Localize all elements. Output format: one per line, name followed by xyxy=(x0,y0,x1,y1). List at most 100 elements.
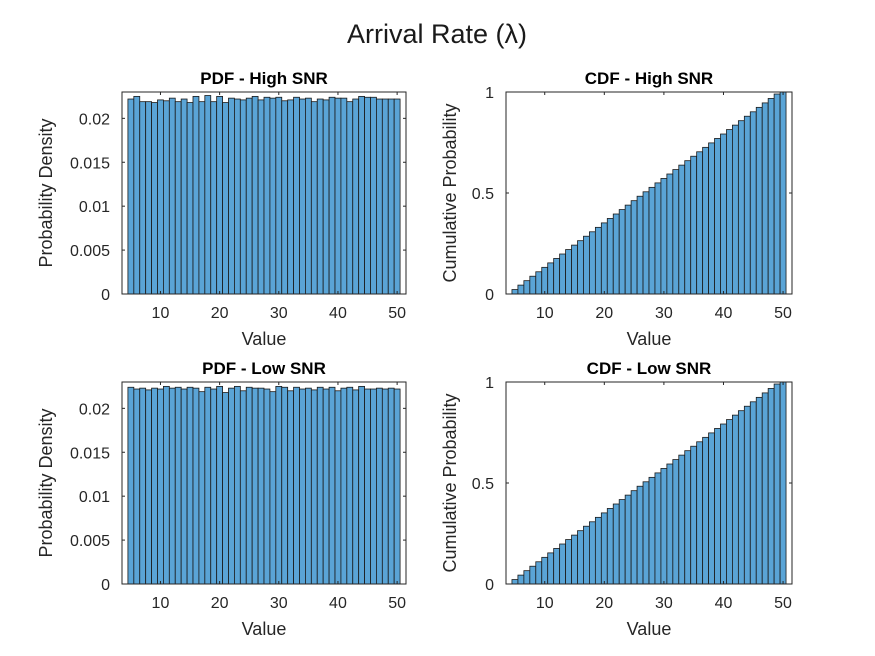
bar-pdf-low-39 xyxy=(328,386,336,585)
bar-pdf-low-45 xyxy=(364,388,371,585)
bar-cdf-high-7 xyxy=(523,280,531,295)
y-tick-label-pdf-high-0: 0 xyxy=(101,287,110,304)
bar-cdf-low-14 xyxy=(565,539,572,585)
bar-pdf-low-40 xyxy=(334,390,342,585)
bar-cdf-high-32 xyxy=(672,169,680,295)
y-tick-label-pdf-low-3: 0.015 xyxy=(70,445,110,462)
x-axis-label-pdf-low: Value xyxy=(242,619,287,639)
bar-pdf-low-21 xyxy=(222,392,229,585)
bar-pdf-high-36 xyxy=(310,101,318,295)
bar-cdf-low-38 xyxy=(708,432,715,585)
bar-cdf-low-34 xyxy=(684,450,692,585)
bar-cdf-high-41 xyxy=(726,129,733,295)
bar-pdf-low-30 xyxy=(275,385,283,585)
bar-cdf-low-45 xyxy=(749,401,757,585)
bar-pdf-high-26 xyxy=(251,95,259,295)
chart-cdf-high: 10 20 30 40 50 0 0.5 1 CDF - High SNR Value Cumula… xyxy=(440,69,793,349)
x-axis-label-cdf-high: Value xyxy=(627,329,672,349)
bar-cdf-high-43 xyxy=(737,120,745,295)
chart-pdf-high: 10 20 30 40 50 0 0.005 0.01 0.015 0.02 PDF - High … xyxy=(36,69,407,349)
bar-cdf-high-35 xyxy=(690,155,698,295)
x-tick-label-cdf-high-40: 40 xyxy=(715,305,733,322)
y-axis-label-cdf-low: Cumulative Probability xyxy=(440,393,460,572)
bar-pdf-low-29 xyxy=(269,391,277,585)
bar-pdf-low-17 xyxy=(198,391,206,585)
bar-pdf-low-5 xyxy=(127,386,135,585)
x-tick-label-pdf-high-20: 20 xyxy=(211,305,229,322)
bar-pdf-high-16 xyxy=(192,95,200,295)
axes-title-pdf-high: PDF - High SNR xyxy=(200,69,328,88)
bar-pdf-high-21 xyxy=(222,102,229,295)
bar-cdf-high-15 xyxy=(571,244,578,295)
bar-cdf-low-47 xyxy=(761,392,769,585)
y-tick-label-pdf-high-1: 0.005 xyxy=(70,243,110,260)
x-tick-label-pdf-low-10: 10 xyxy=(152,595,170,612)
bar-cdf-low-29 xyxy=(654,472,662,585)
bar-cdf-low-17 xyxy=(583,525,590,585)
bar-cdf-high-31 xyxy=(666,173,674,295)
bar-pdf-low-18 xyxy=(204,386,212,585)
bar-pdf-high-5 xyxy=(127,98,135,295)
bar-pdf-low-16 xyxy=(192,387,200,585)
bar-pdf-low-9 xyxy=(151,387,158,585)
bar-cdf-high-27 xyxy=(642,191,650,295)
bar-pdf-high-41 xyxy=(340,97,348,295)
bar-cdf-low-6 xyxy=(517,574,525,585)
bar-cdf-high-44 xyxy=(743,115,751,295)
bar-cdf-low-40 xyxy=(720,423,727,585)
y-tick-label-pdf-low-2: 0.01 xyxy=(79,489,110,506)
bar-pdf-high-39 xyxy=(328,96,336,295)
bar-pdf-low-47 xyxy=(376,387,383,585)
x-tick-label-cdf-low-40: 40 xyxy=(715,595,733,612)
bar-cdf-high-11 xyxy=(547,262,555,295)
bar-cdf-low-42 xyxy=(732,414,739,585)
bar-cdf-high-26 xyxy=(636,195,644,295)
bar-cdf-low-37 xyxy=(702,436,709,585)
bar-pdf-low-27 xyxy=(257,387,265,585)
bar-pdf-high-22 xyxy=(228,97,235,295)
bar-pdf-high-42 xyxy=(346,101,354,295)
y-tick-label-pdf-low-4: 0.02 xyxy=(79,401,110,418)
x-tick-label-cdf-low-50: 50 xyxy=(774,595,792,612)
bar-pdf-high-38 xyxy=(322,99,330,295)
bar-cdf-high-21 xyxy=(606,218,614,295)
axes-title-pdf-low: PDF - Low SNR xyxy=(202,359,326,378)
bar-cdf-high-40 xyxy=(720,133,727,295)
bar-pdf-low-25 xyxy=(245,386,253,585)
bar-pdf-high-6 xyxy=(133,95,141,295)
bar-pdf-low-23 xyxy=(234,385,241,585)
bar-pdf-low-20 xyxy=(216,385,223,585)
bar-cdf-low-12 xyxy=(553,548,561,585)
bar-cdf-high-45 xyxy=(749,111,757,295)
bar-cdf-high-14 xyxy=(565,249,572,295)
bar-pdf-high-50 xyxy=(393,98,401,295)
x-tick-label-pdf-high-30: 30 xyxy=(270,305,288,322)
bar-pdf-high-43 xyxy=(352,98,360,295)
bar-pdf-low-19 xyxy=(210,388,218,585)
y-tick-label-cdf-low-0: 0 xyxy=(485,577,494,594)
x-tick-label-cdf-low-10: 10 xyxy=(536,595,554,612)
axes-title-cdf-high: CDF - High SNR xyxy=(585,69,713,88)
bar-cdf-low-36 xyxy=(696,441,704,585)
bar-cdf-high-25 xyxy=(630,200,638,295)
bar-pdf-high-45 xyxy=(364,96,371,295)
bar-pdf-low-46 xyxy=(370,388,377,585)
chart-pdf-low: 10 20 30 40 50 0 0.005 0.01 0.015 0.02 PDF - Low S… xyxy=(36,359,407,639)
bar-cdf-low-8 xyxy=(529,565,537,585)
bar-cdf-low-11 xyxy=(547,552,555,585)
bar-cdf-low-32 xyxy=(672,459,680,585)
bar-cdf-low-13 xyxy=(559,543,566,585)
y-tick-label-pdf-high-4: 0.02 xyxy=(79,111,110,128)
bar-pdf-low-42 xyxy=(346,386,354,585)
y-tick-label-cdf-high-2: 1 xyxy=(485,85,494,102)
bar-pdf-low-22 xyxy=(228,387,235,585)
bar-pdf-high-8 xyxy=(145,101,152,295)
bar-cdf-high-48 xyxy=(767,98,775,295)
bar-cdf-low-28 xyxy=(648,476,656,585)
bar-pdf-low-49 xyxy=(387,387,395,585)
x-tick-label-cdf-high-50: 50 xyxy=(774,305,792,322)
bar-pdf-high-10 xyxy=(157,99,164,295)
bar-cdf-low-16 xyxy=(577,530,584,585)
bar-pdf-high-28 xyxy=(263,96,271,295)
x-tick-label-cdf-high-20: 20 xyxy=(595,305,613,322)
